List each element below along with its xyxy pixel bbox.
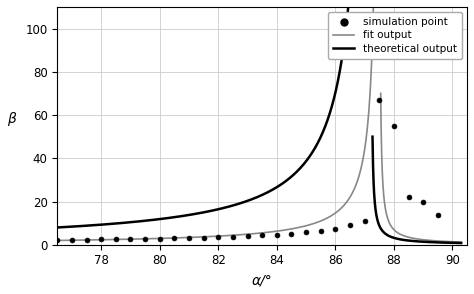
Y-axis label: β: β bbox=[7, 112, 16, 126]
X-axis label: α/°: α/° bbox=[252, 273, 273, 287]
Legend: simulation point, fit output, theoretical output: simulation point, fit output, theoretica… bbox=[328, 12, 462, 59]
